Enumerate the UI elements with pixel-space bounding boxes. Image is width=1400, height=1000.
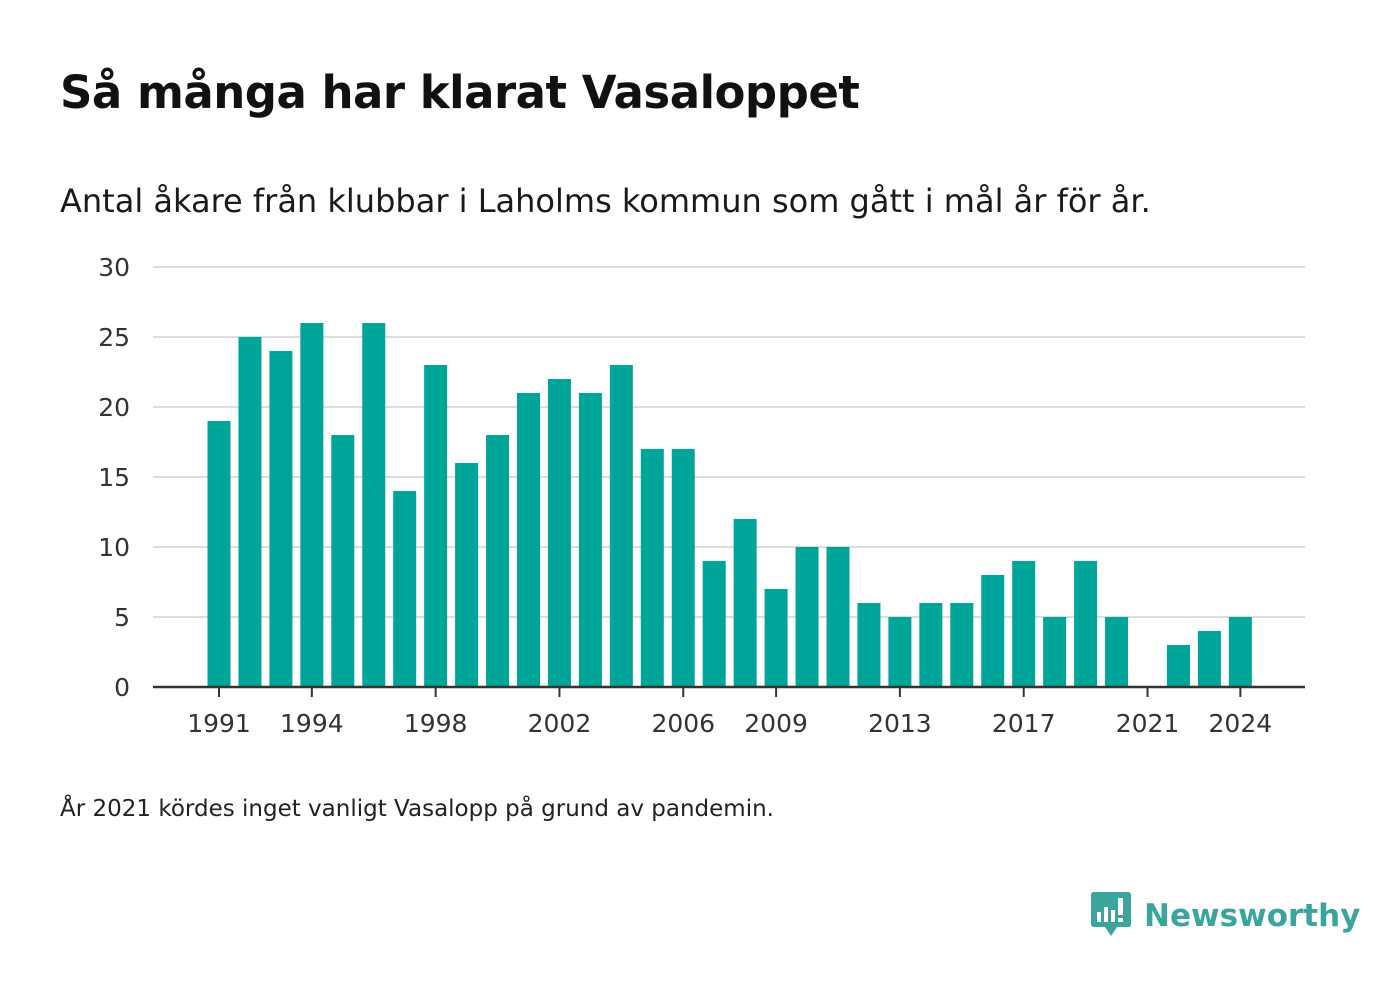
- bar-2003: [578, 393, 602, 687]
- y-tick-label: 15: [98, 463, 130, 492]
- bar-2022: [1166, 645, 1190, 687]
- x-tick-label: 2024: [1209, 709, 1273, 738]
- brand-logo: Newsworthy: [1090, 890, 1360, 942]
- y-tick-label: 25: [98, 323, 130, 352]
- bar-2010: [795, 547, 819, 687]
- gridlines: [153, 266, 1305, 618]
- bar-1992: [238, 337, 262, 687]
- bar-2020: [1105, 617, 1129, 687]
- bar-2005: [640, 449, 664, 687]
- chart-title: Så många har klarat Vasaloppet: [60, 66, 860, 119]
- bar-2024: [1228, 617, 1252, 687]
- bars: [207, 323, 1252, 687]
- bar-2014: [919, 603, 943, 687]
- y-tick-label: 20: [98, 393, 130, 422]
- bar-1991: [207, 421, 231, 687]
- bar-1996: [362, 323, 386, 687]
- bar-1994: [300, 323, 324, 687]
- bar-2012: [857, 603, 881, 687]
- bar-2009: [764, 589, 788, 687]
- bar-1995: [331, 435, 355, 687]
- chart-subtitle: Antal åkare från klubbar i Laholms kommu…: [60, 182, 1151, 220]
- bar-2007: [702, 561, 726, 687]
- x-tick-label: 1998: [404, 709, 468, 738]
- bar-1999: [455, 463, 479, 687]
- x-axis-ticks: 1991 1994 1998 2002 2006 2009 2013 2017 2021 2024: [187, 687, 1272, 738]
- newsworthy-logo-icon: [1090, 890, 1132, 942]
- bar-2002: [547, 379, 571, 687]
- y-axis-ticks: 0 5 10 15 20 25 30: [98, 253, 130, 702]
- bar-1993: [269, 351, 293, 687]
- y-tick-label: 0: [114, 673, 130, 702]
- x-tick-label: 2002: [528, 709, 592, 738]
- y-tick-label: 5: [114, 603, 130, 632]
- bar-2019: [1074, 561, 1098, 687]
- bar-2006: [671, 449, 695, 687]
- bar-2011: [826, 547, 850, 687]
- footnote: År 2021 kördes inget vanligt Vasalopp på…: [60, 796, 774, 822]
- bar-2023: [1197, 631, 1221, 687]
- x-tick-label: 2006: [651, 709, 715, 738]
- bar-2004: [609, 365, 633, 687]
- bar-2016: [981, 575, 1005, 687]
- x-tick-label: 2013: [868, 709, 932, 738]
- brand-name: Newsworthy: [1144, 898, 1361, 934]
- bar-2008: [733, 519, 757, 687]
- bar-2013: [888, 617, 912, 687]
- bar-2000: [486, 435, 510, 687]
- y-tick-label: 30: [98, 253, 130, 282]
- bar-2001: [517, 393, 540, 687]
- x-tick-label: 2017: [992, 709, 1056, 738]
- bar-2017: [1012, 561, 1036, 687]
- bar-2018: [1043, 617, 1067, 687]
- x-tick-label: 1991: [187, 709, 251, 738]
- y-tick-label: 10: [98, 533, 130, 562]
- bar-1997: [393, 491, 417, 687]
- x-tick-label: 2021: [1116, 709, 1180, 738]
- bar-2015: [950, 603, 974, 687]
- x-tick-label: 2009: [744, 709, 808, 738]
- x-tick-label: 1994: [280, 709, 344, 738]
- bar-1998: [424, 365, 448, 687]
